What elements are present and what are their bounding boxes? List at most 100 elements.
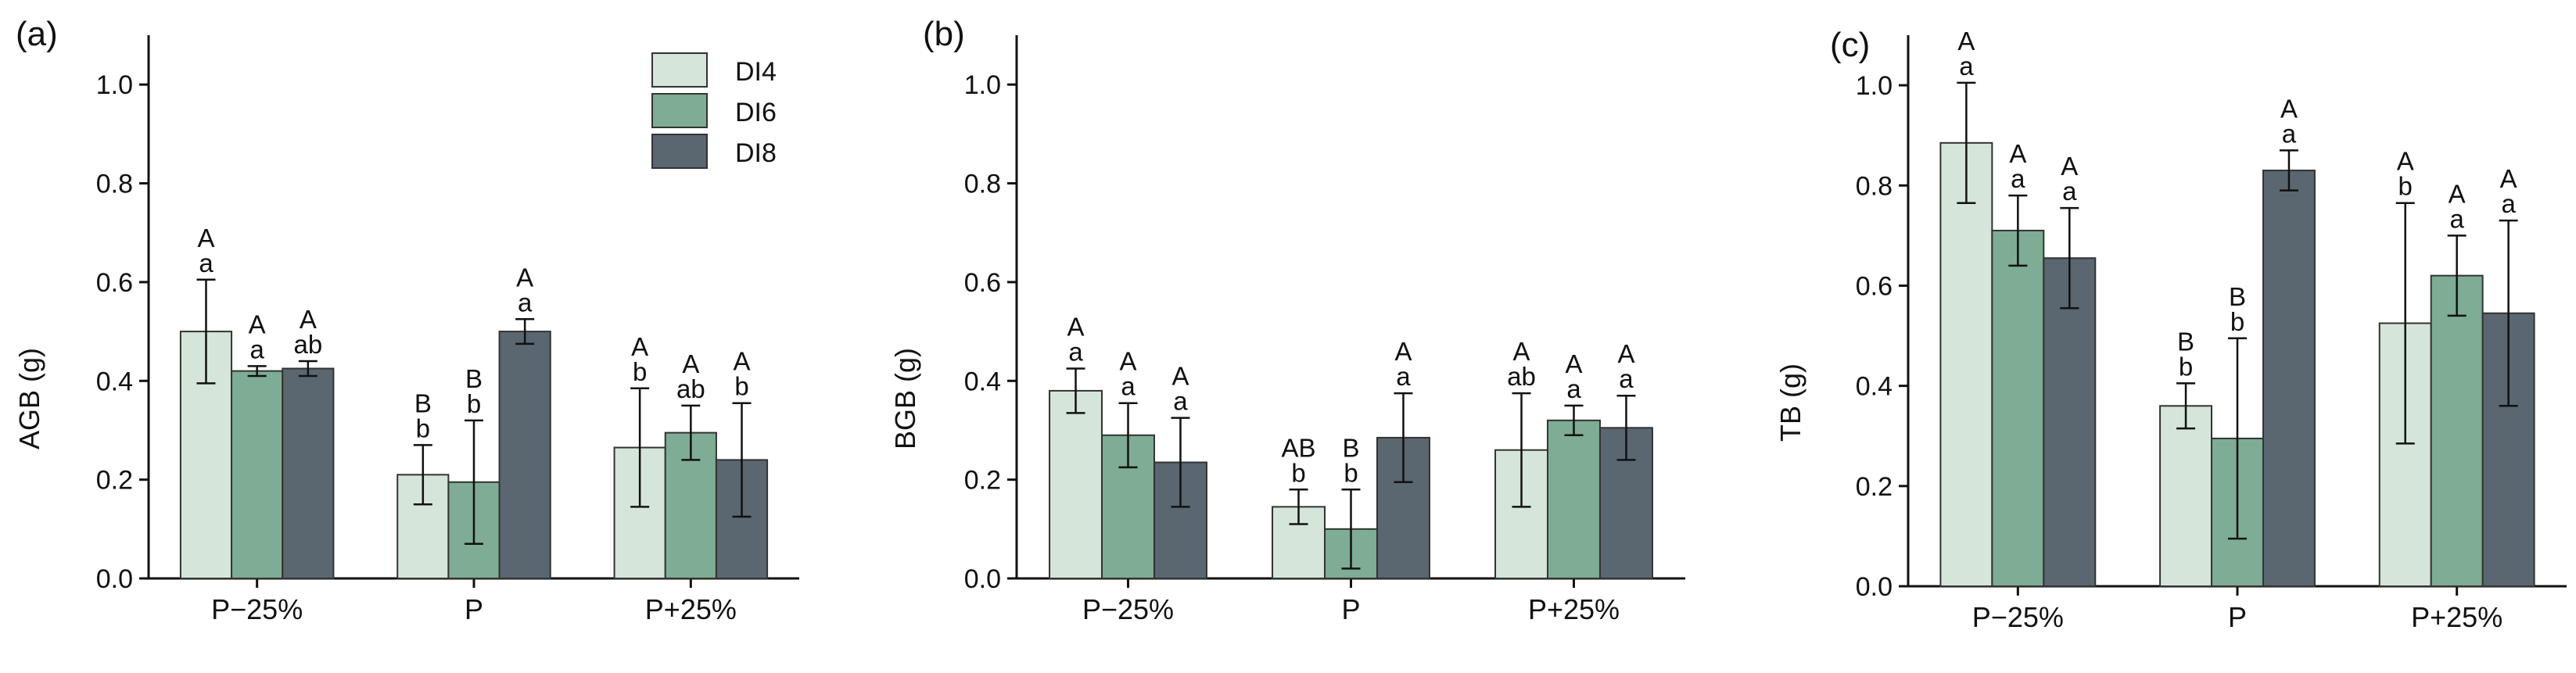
significance-lower: b — [2398, 172, 2413, 201]
significance-upper: A — [2061, 152, 2078, 181]
bar-di8 — [2043, 257, 2097, 587]
x-tick-label: P+25% — [2411, 601, 2502, 633]
significance-upper: B — [414, 388, 432, 417]
x-tick-label: P+25% — [645, 593, 737, 625]
bar-di4 — [1939, 141, 1993, 587]
significance-upper: A — [249, 310, 266, 338]
legend-label-di4: DI4 — [735, 57, 777, 87]
y-tick-label: 0.0 — [964, 564, 1001, 594]
significance-lower: a — [1173, 387, 1188, 416]
bar-di6 — [1547, 419, 1601, 579]
x-tick-label: P — [465, 593, 483, 625]
legend-swatch-di8 — [651, 134, 708, 169]
significance-upper: A — [682, 349, 699, 378]
significance-lower: b — [1344, 458, 1358, 487]
plot-area: 0.00.20.40.60.81.0P−25%aAaAaAPbBbBaAP+25… — [1856, 27, 2567, 633]
significance-upper: A — [516, 263, 533, 292]
significance-lower: a — [2449, 204, 2464, 233]
significance-lower: b — [633, 357, 647, 386]
legend-swatch-di4 — [651, 52, 708, 88]
significance-upper: B — [2229, 282, 2246, 311]
significance-upper: A — [2397, 147, 2414, 176]
legend-label-di6: DI6 — [735, 98, 777, 127]
x-tick-label: P−25% — [1082, 593, 1174, 625]
y-axis-label: BGB (g) — [889, 348, 921, 449]
significance-upper: AB — [1282, 433, 1316, 462]
panel-label: (a) — [16, 15, 58, 53]
panel-c: (c) TB (g) 0.00.20.40.60.81.0P−25%aAaAaA… — [1774, 26, 2567, 633]
significance-upper: A — [733, 347, 750, 376]
significance-lower: a — [1396, 362, 1411, 391]
legend: DI4 DI6 DI8 — [651, 52, 777, 169]
significance-upper: A — [2009, 139, 2026, 168]
bar-di4 — [2159, 405, 2213, 587]
panel-label: (b) — [923, 15, 965, 53]
significance-lower: b — [2230, 307, 2244, 336]
significance-upper: A — [300, 305, 317, 334]
bar-di8 — [2262, 170, 2316, 587]
y-tick-label: 0.2 — [1856, 472, 1893, 502]
significance-upper: A — [2280, 94, 2298, 123]
panel-b: (b) BGB (g) 0.00.20.40.60.81.0P−25%aAaAa… — [889, 15, 1685, 625]
significance-upper: A — [197, 224, 214, 252]
significance-lower: a — [1121, 372, 1136, 401]
significance-upper: A — [1171, 362, 1189, 391]
x-tick-label: P — [2228, 601, 2247, 633]
y-tick-label: 1.0 — [1856, 71, 1893, 101]
significance-lower: b — [1291, 458, 1305, 487]
y-tick-label: 0.0 — [96, 564, 133, 594]
significance-lower: ab — [293, 330, 322, 359]
y-axis-label: TB (g) — [1774, 363, 1806, 442]
y-tick-label: 0.6 — [964, 268, 1001, 298]
significance-upper: A — [1565, 349, 1582, 378]
x-tick-label: P−25% — [1972, 601, 2064, 633]
bar-di6 — [1991, 229, 2045, 587]
significance-upper: A — [631, 332, 648, 361]
panel-a: (a) AGB (g) 0.00.20.40.60.81.0P−25%aAaAa… — [13, 15, 799, 625]
y-tick-label: 1.0 — [96, 70, 133, 100]
significance-upper: A — [2500, 164, 2517, 193]
significance-upper: B — [465, 364, 483, 393]
significance-lower: a — [1566, 374, 1581, 403]
significance-upper: A — [1067, 312, 1085, 341]
significance-upper: B — [2177, 327, 2194, 356]
significance-upper: A — [2449, 179, 2466, 208]
x-tick-label: P+25% — [1528, 593, 1620, 625]
y-tick-label: 0.4 — [1856, 372, 1893, 402]
y-tick-label: 0.8 — [964, 170, 1001, 199]
significance-upper: A — [1513, 337, 1530, 366]
significance-lower: b — [416, 413, 430, 442]
y-tick-label: 0.4 — [96, 367, 133, 396]
significance-lower: a — [1068, 337, 1083, 366]
significance-lower: a — [518, 288, 533, 317]
significance-lower: ab — [676, 374, 705, 403]
significance-lower: a — [249, 335, 264, 363]
panel-label: (c) — [1830, 26, 1870, 64]
significance-upper: A — [1957, 27, 1975, 55]
significance-lower: a — [199, 249, 213, 277]
x-tick-label: P — [1341, 593, 1360, 625]
y-tick-label: 0.2 — [96, 466, 133, 496]
y-tick-label: 1.0 — [964, 70, 1001, 100]
x-tick-label: P−25% — [211, 593, 303, 625]
bar-di6 — [2430, 274, 2484, 587]
y-axis-label: AGB (g) — [13, 348, 45, 449]
significance-lower: b — [467, 389, 481, 418]
significance-lower: a — [1959, 52, 1974, 81]
significance-lower: a — [1619, 364, 1634, 393]
significance-upper: B — [1342, 433, 1359, 462]
significance-lower: ab — [1507, 362, 1536, 391]
y-tick-label: 0.2 — [964, 466, 1001, 496]
significance-lower: b — [2179, 352, 2193, 381]
y-tick-label: 0.4 — [964, 367, 1001, 396]
significance-lower: a — [2011, 164, 2025, 193]
y-tick-label: 0.8 — [1856, 171, 1893, 201]
significance-lower: a — [2062, 177, 2077, 206]
significance-lower: b — [734, 372, 748, 401]
legend-label-di8: DI8 — [735, 138, 777, 168]
y-tick-label: 0.6 — [96, 268, 133, 298]
bar-di8 — [282, 367, 335, 579]
significance-upper: A — [1119, 347, 1136, 376]
